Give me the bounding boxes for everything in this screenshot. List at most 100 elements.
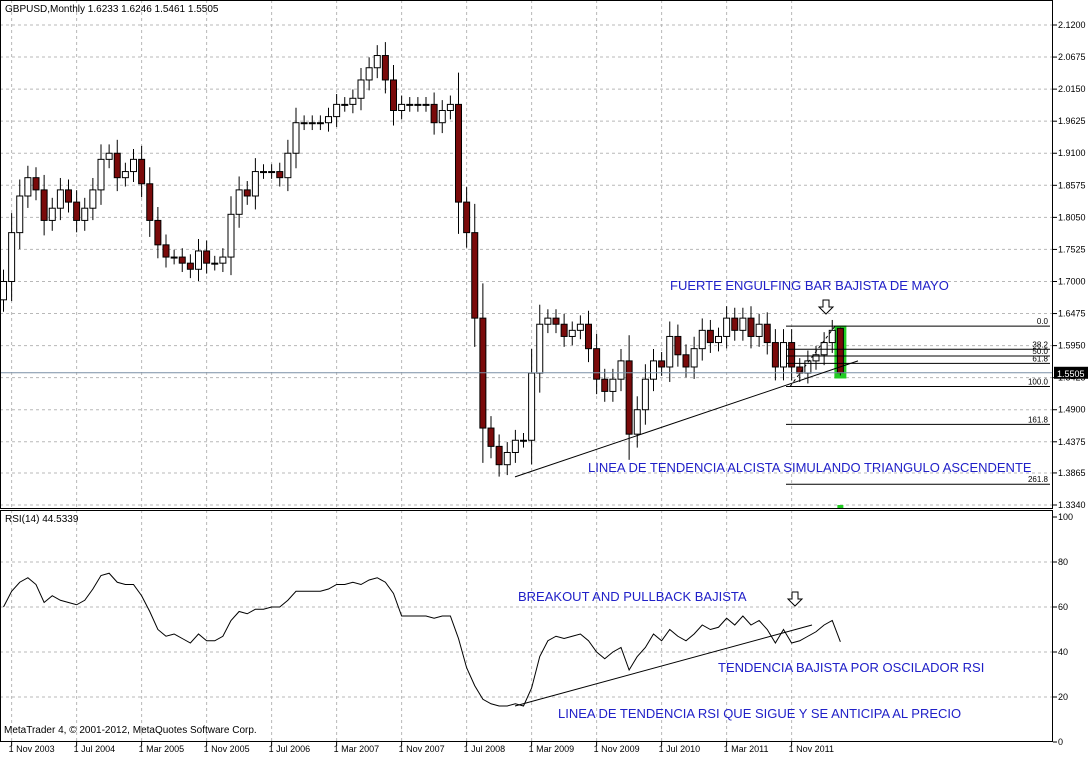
fib-diagonal xyxy=(789,325,836,387)
bear-candle-body xyxy=(731,317,739,331)
bull-candle-body xyxy=(528,372,536,441)
bear-candle-body xyxy=(40,189,48,221)
candle xyxy=(828,319,836,353)
candle xyxy=(186,254,194,279)
rsi-line xyxy=(3,572,841,707)
gridlines xyxy=(0,0,1057,746)
bull-candle-body xyxy=(398,103,406,111)
y-tick-label: 2.1200 xyxy=(1058,20,1086,30)
candle xyxy=(455,72,462,234)
bull-candle-body xyxy=(235,189,243,215)
candle xyxy=(146,167,154,237)
bear-candle-body xyxy=(390,79,397,111)
x-tick-label: 1 Nov 2005 xyxy=(204,744,250,754)
bull-candle-body xyxy=(511,439,519,453)
bull-candle-body xyxy=(780,342,787,368)
candle xyxy=(235,176,243,228)
bull-candle-body xyxy=(422,103,430,106)
candle xyxy=(113,139,121,192)
candle xyxy=(771,329,779,381)
annotation-trendline: LINEA DE TENDENCIA ALCISTA SIMULANDO TRI… xyxy=(588,460,1032,475)
candle xyxy=(357,68,365,111)
x-tick-label: 1 Jul 2008 xyxy=(464,744,506,754)
bear-candle-body xyxy=(146,183,154,221)
bear-candle-body xyxy=(552,317,560,325)
bull-candle-body xyxy=(804,360,812,374)
bull-candle-body xyxy=(333,103,341,118)
candle xyxy=(162,234,170,268)
y-tick-label: 1.6475 xyxy=(1058,309,1086,319)
candle xyxy=(788,329,796,381)
bear-candle-body xyxy=(455,103,462,203)
fib-level-label: 0.0 xyxy=(1037,317,1049,326)
fib-level-label: 50.0 xyxy=(1032,347,1048,356)
candle xyxy=(422,97,430,112)
bull-candle-body xyxy=(89,189,97,209)
bull-candle-body xyxy=(438,109,446,124)
bull-candle-body xyxy=(633,409,641,435)
candle xyxy=(227,196,235,276)
fib-level-label: 100.0 xyxy=(1028,378,1049,387)
candle xyxy=(73,190,81,233)
candle xyxy=(243,181,251,205)
bear-candle-body xyxy=(601,378,609,392)
candle xyxy=(365,57,373,91)
bear-candle-body xyxy=(178,256,186,264)
bear-candle-body xyxy=(276,171,284,179)
bear-candle-body xyxy=(154,219,162,246)
candle xyxy=(471,203,479,347)
bull-candle-body xyxy=(341,103,349,106)
candle xyxy=(97,144,105,205)
candle xyxy=(308,115,316,131)
candle xyxy=(495,434,503,477)
bull-candle-body xyxy=(8,232,16,282)
candle xyxy=(576,315,584,340)
y-tick-label: 1.7000 xyxy=(1058,276,1086,286)
bear-candle-body xyxy=(585,323,592,350)
down-arrow-icon xyxy=(817,299,835,315)
candle xyxy=(552,309,560,334)
candle xyxy=(414,97,422,112)
bull-candle-body xyxy=(325,116,332,124)
candle xyxy=(560,313,568,347)
candle xyxy=(138,145,146,198)
candle xyxy=(219,248,227,273)
candle xyxy=(446,95,454,120)
y-tick-label: 1.8050 xyxy=(1058,212,1086,222)
bull-candle-body xyxy=(56,189,64,209)
candle xyxy=(609,368,617,402)
candle xyxy=(260,164,267,179)
candle xyxy=(820,332,828,366)
x-tick-label: 1 Jul 2010 xyxy=(659,744,701,754)
candle xyxy=(625,335,633,460)
candle xyxy=(503,442,511,476)
bull-candle-body xyxy=(666,335,674,368)
candle xyxy=(56,177,64,221)
rsi-y-tick-label: 0 xyxy=(1058,737,1063,747)
candle xyxy=(641,364,649,425)
candle xyxy=(690,336,698,379)
current-price-box xyxy=(1054,366,1088,379)
candle xyxy=(32,167,40,201)
candle xyxy=(16,179,24,250)
candle xyxy=(268,164,276,179)
bear-candle-body xyxy=(65,189,72,203)
x-tick-label: 1 Mar 2009 xyxy=(529,744,575,754)
rsi-y-tick-label: 40 xyxy=(1058,647,1068,657)
bear-candle-body xyxy=(682,354,690,368)
candle xyxy=(780,329,787,381)
bull-candle-body xyxy=(81,207,89,221)
bull-candle-body xyxy=(715,335,722,344)
rsi-trendline xyxy=(514,624,813,707)
candle xyxy=(40,174,48,236)
bull-candle-body xyxy=(349,97,357,105)
candles xyxy=(0,42,844,477)
candle xyxy=(24,165,32,208)
y-tick-label: 1.9100 xyxy=(1058,148,1086,158)
candle xyxy=(836,327,844,376)
current-price-label: 1.5505 xyxy=(1057,369,1085,379)
main-header: GBPUSD,Monthly 1.6233 1.6246 1.5461 1.55… xyxy=(5,4,219,15)
candle xyxy=(528,348,536,465)
